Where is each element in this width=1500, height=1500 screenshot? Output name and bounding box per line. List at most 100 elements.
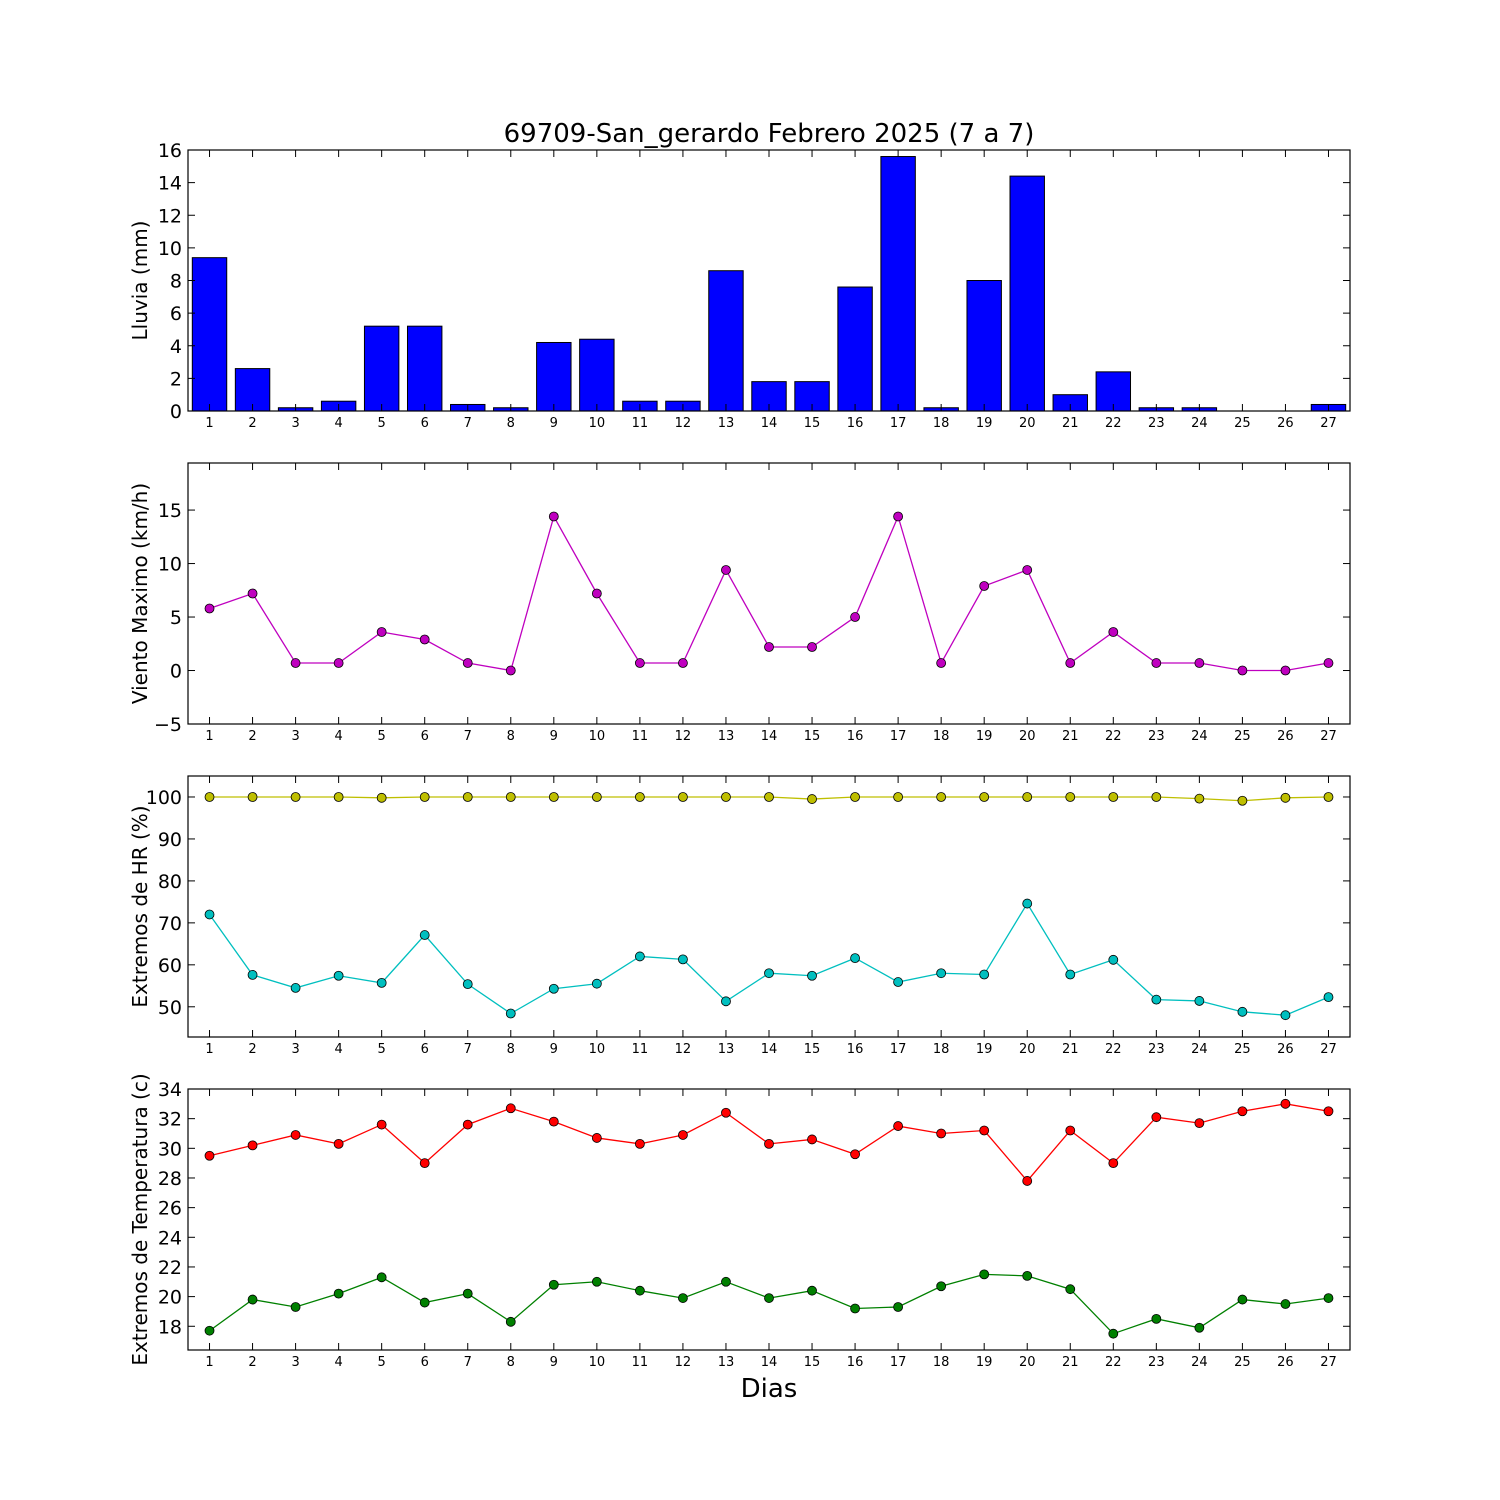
humidity-data-point bbox=[1065, 969, 1076, 980]
humidity-x-tick-label: 22 bbox=[1105, 1042, 1122, 1057]
x-axis-label: Dias bbox=[741, 1374, 798, 1404]
rain-x-tick-label: 13 bbox=[718, 416, 735, 431]
humidity-x-tick-label: 21 bbox=[1062, 1042, 1079, 1057]
rain-x-tick-label: 5 bbox=[378, 416, 386, 431]
rain-y-tick-label: 4 bbox=[170, 336, 182, 358]
wind-x-tick-label: 1 bbox=[205, 729, 213, 744]
rain-y-tick-label: 14 bbox=[158, 173, 182, 195]
temperature-x-tick-label: 2 bbox=[248, 1355, 256, 1370]
wind-data-point bbox=[1280, 665, 1291, 676]
wind-x-tick-label: 3 bbox=[291, 729, 299, 744]
rain-x-tick-label: 4 bbox=[334, 416, 342, 431]
humidity-x-tick-label: 13 bbox=[718, 1042, 735, 1057]
temperature-x-tick-label: 7 bbox=[464, 1355, 472, 1370]
humidity-data-point bbox=[1280, 1010, 1291, 1021]
temperature-y-tick-label: 24 bbox=[158, 1227, 182, 1249]
temperature-data-point bbox=[1280, 1098, 1291, 1109]
temperature-x-tick-label: 15 bbox=[804, 1355, 821, 1370]
humidity-y-tick-label: 100 bbox=[146, 787, 182, 809]
temperature-data-point bbox=[893, 1121, 904, 1131]
humidity-x-tick-label: 17 bbox=[890, 1042, 907, 1057]
temperature-y-tick-label: 20 bbox=[158, 1287, 182, 1309]
humidity-data-point bbox=[850, 792, 860, 802]
wind-x-tick-label: 17 bbox=[890, 729, 907, 744]
temperature-data-point bbox=[1323, 1293, 1334, 1303]
temperature-x-tick-label: 10 bbox=[589, 1355, 606, 1370]
wind-data-point bbox=[333, 658, 344, 668]
humidity-data-point bbox=[893, 977, 904, 987]
rain-bar bbox=[363, 325, 400, 412]
wind-x-tick-label: 5 bbox=[378, 729, 386, 744]
rain-bar bbox=[708, 270, 744, 412]
rain-y-axis-label: Lluvia (mm) bbox=[128, 221, 152, 341]
temperature-data-point bbox=[634, 1138, 645, 1149]
humidity-data-point bbox=[1022, 898, 1033, 909]
wind-x-tick-label: 6 bbox=[421, 729, 429, 744]
humidity-data-point bbox=[290, 792, 301, 802]
rain-x-tick-label: 24 bbox=[1191, 416, 1208, 431]
wind-data-point bbox=[678, 658, 688, 668]
rain-y-tick-label: 6 bbox=[170, 303, 182, 325]
wind-x-tick-label: 15 bbox=[804, 729, 821, 744]
wind-x-tick-label: 11 bbox=[632, 729, 649, 744]
temperature-data-point bbox=[764, 1138, 774, 1149]
wind-data-point bbox=[204, 603, 215, 614]
humidity-x-tick-label: 26 bbox=[1277, 1042, 1294, 1057]
temperature-x-tick-label: 11 bbox=[632, 1355, 649, 1370]
rain-bar bbox=[579, 338, 615, 412]
rain-bar bbox=[837, 286, 873, 412]
rain-x-tick-label: 15 bbox=[804, 416, 821, 431]
humidity-data-point bbox=[1194, 793, 1205, 804]
rain-bar bbox=[1009, 175, 1045, 412]
temperature-data-point bbox=[247, 1294, 258, 1305]
temperature-data-point bbox=[1194, 1322, 1205, 1333]
wind-data-point bbox=[462, 658, 473, 668]
wind-x-tick-label: 22 bbox=[1105, 729, 1122, 744]
temperature-data-point bbox=[807, 1285, 817, 1296]
temperature-y-tick-label: 18 bbox=[158, 1316, 182, 1338]
temperature-x-tick-label: 4 bbox=[334, 1355, 342, 1370]
temperature-data-point bbox=[548, 1116, 559, 1127]
rain-x-tick-label: 16 bbox=[847, 416, 864, 431]
humidity-data-point bbox=[505, 1008, 516, 1019]
humidity-data-point bbox=[204, 792, 215, 802]
rain-y-tick-label: 8 bbox=[170, 271, 182, 293]
wind-data-point bbox=[893, 511, 904, 522]
humidity-data-point bbox=[1237, 1006, 1248, 1017]
wind-axes-frame bbox=[187, 462, 1351, 725]
temperature-data-point bbox=[591, 1133, 602, 1143]
temperature-data-point bbox=[290, 1302, 301, 1312]
humidity-data-point bbox=[936, 792, 947, 802]
wind-y-axis-label: Viento Maximo (km/h) bbox=[128, 483, 152, 704]
rain-y-tick-label: 16 bbox=[158, 140, 182, 162]
humidity-x-tick-label: 18 bbox=[933, 1042, 950, 1057]
humidity-x-tick-label: 23 bbox=[1148, 1042, 1165, 1057]
temperature-x-tick-label: 24 bbox=[1191, 1355, 1208, 1370]
humidity-data-point bbox=[979, 969, 990, 980]
temperature-x-tick-label: 9 bbox=[550, 1355, 558, 1370]
humidity-x-tick-label: 2 bbox=[248, 1042, 256, 1057]
temperature-data-point bbox=[462, 1288, 473, 1299]
humidity-data-point bbox=[376, 977, 387, 988]
humidity-data-point bbox=[764, 792, 774, 802]
temperature-x-tick-label: 26 bbox=[1277, 1355, 1294, 1370]
temperature-y-tick-label: 32 bbox=[158, 1109, 182, 1131]
humidity-data-point bbox=[376, 792, 387, 803]
wind-x-tick-label: 20 bbox=[1019, 729, 1036, 744]
rain-x-tick-label: 1 bbox=[205, 416, 213, 431]
temperature-data-point bbox=[333, 1138, 344, 1149]
rain-x-tick-label: 17 bbox=[890, 416, 907, 431]
wind-data-point bbox=[807, 642, 817, 652]
wind-x-tick-label: 27 bbox=[1320, 729, 1337, 744]
wind-data-point bbox=[1194, 658, 1205, 668]
wind-y-tick-label: 15 bbox=[158, 500, 182, 522]
wind-x-tick-label: 16 bbox=[847, 729, 864, 744]
temperature-y-axis-label: Extremos de Temperatura (c) bbox=[128, 1073, 152, 1365]
rain-x-tick-label: 10 bbox=[589, 416, 606, 431]
temperature-x-tick-label: 17 bbox=[890, 1355, 907, 1370]
temperature-data-point bbox=[204, 1325, 215, 1336]
temperature-y-tick-label: 28 bbox=[158, 1168, 182, 1190]
